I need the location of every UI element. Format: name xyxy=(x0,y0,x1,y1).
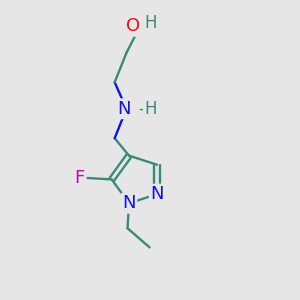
Text: N: N xyxy=(117,100,130,118)
Text: O: O xyxy=(126,17,140,35)
Text: -: - xyxy=(138,100,144,118)
Text: H: H xyxy=(144,14,157,32)
Text: F: F xyxy=(74,169,85,187)
Text: H: H xyxy=(144,100,157,118)
Text: N: N xyxy=(122,194,136,212)
Text: N: N xyxy=(150,185,164,203)
